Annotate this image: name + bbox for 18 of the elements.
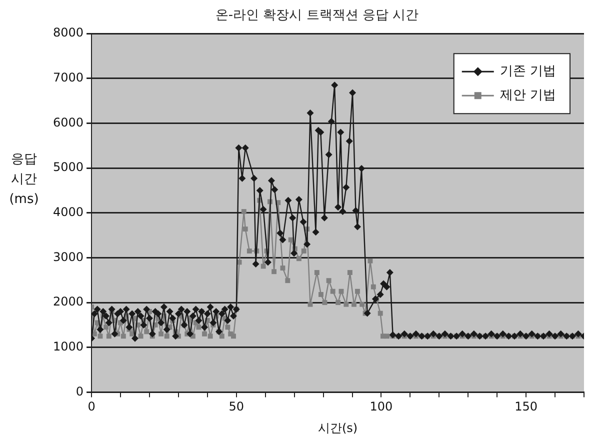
y-tick-label: 0: [76, 384, 84, 398]
chart-title: 온-라인 확장시 트랙잭션 응답 시간: [215, 8, 419, 24]
x-tick-label: 100: [370, 400, 393, 414]
y-tick-label: 2000: [52, 294, 84, 309]
y-tick-label: 1000: [52, 340, 84, 354]
y-tick-label: 8000: [52, 26, 84, 40]
x-tick-label: 150: [514, 400, 538, 414]
y-tick-label: 4000: [52, 205, 84, 220]
x-axis-title: 시간(s): [318, 420, 358, 435]
legend-label: 기존 기법: [500, 64, 556, 79]
y-tick-label: 6000: [52, 115, 84, 130]
y-tick-label: 5000: [52, 160, 84, 174]
y-tick-label: 3000: [52, 250, 84, 264]
x-tick-label: 50: [228, 400, 244, 414]
legend-label: 제안 기법: [500, 88, 556, 103]
y-axis-title: 응답 시간 (ms): [8, 151, 40, 209]
x-tick-label: 0: [88, 400, 96, 414]
y-tick-label: 7000: [52, 70, 84, 85]
